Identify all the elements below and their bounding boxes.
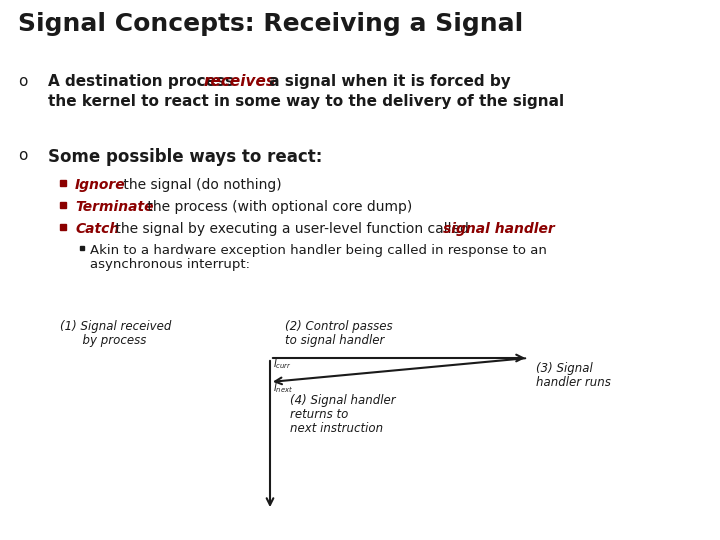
Text: Some possible ways to react:: Some possible ways to react: <box>48 148 323 166</box>
Text: next instruction: next instruction <box>290 422 383 435</box>
Text: asynchronous interrupt:: asynchronous interrupt: <box>90 258 250 271</box>
Text: by process: by process <box>60 334 146 347</box>
Text: receives: receives <box>204 74 276 89</box>
Text: signal handler: signal handler <box>443 222 554 236</box>
Bar <box>60 180 66 186</box>
Text: Akin to a hardware exception handler being called in response to an: Akin to a hardware exception handler bei… <box>90 244 547 257</box>
Text: to signal handler: to signal handler <box>285 334 384 347</box>
Text: o: o <box>18 148 27 163</box>
Text: the signal by executing a user-level function called: the signal by executing a user-level fun… <box>111 222 473 236</box>
Text: (4) Signal handler: (4) Signal handler <box>290 394 395 407</box>
Text: Signal Concepts: Receiving a Signal: Signal Concepts: Receiving a Signal <box>18 12 523 36</box>
Text: the process (with optional core dump): the process (with optional core dump) <box>143 200 413 214</box>
Bar <box>60 224 66 230</box>
Text: o: o <box>18 74 27 89</box>
Text: (3) Signal: (3) Signal <box>536 362 593 375</box>
Text: returns to: returns to <box>290 408 348 421</box>
Text: A destination process: A destination process <box>48 74 239 89</box>
Text: $I_{next}$: $I_{next}$ <box>273 381 293 395</box>
Text: the kernel to react in some way to the delivery of the signal: the kernel to react in some way to the d… <box>48 94 564 109</box>
Text: Terminate: Terminate <box>75 200 153 214</box>
Bar <box>80 246 84 250</box>
Text: Ignore: Ignore <box>75 178 125 192</box>
Bar <box>60 202 66 208</box>
Text: the signal (do nothing): the signal (do nothing) <box>119 178 282 192</box>
Text: (1) Signal received: (1) Signal received <box>60 320 171 333</box>
Text: (2) Control passes: (2) Control passes <box>285 320 392 333</box>
Text: handler runs: handler runs <box>536 376 611 389</box>
Text: Catch: Catch <box>75 222 120 236</box>
Text: a signal when it is forced by: a signal when it is forced by <box>264 74 510 89</box>
Text: $I_{curr}$: $I_{curr}$ <box>273 357 292 371</box>
